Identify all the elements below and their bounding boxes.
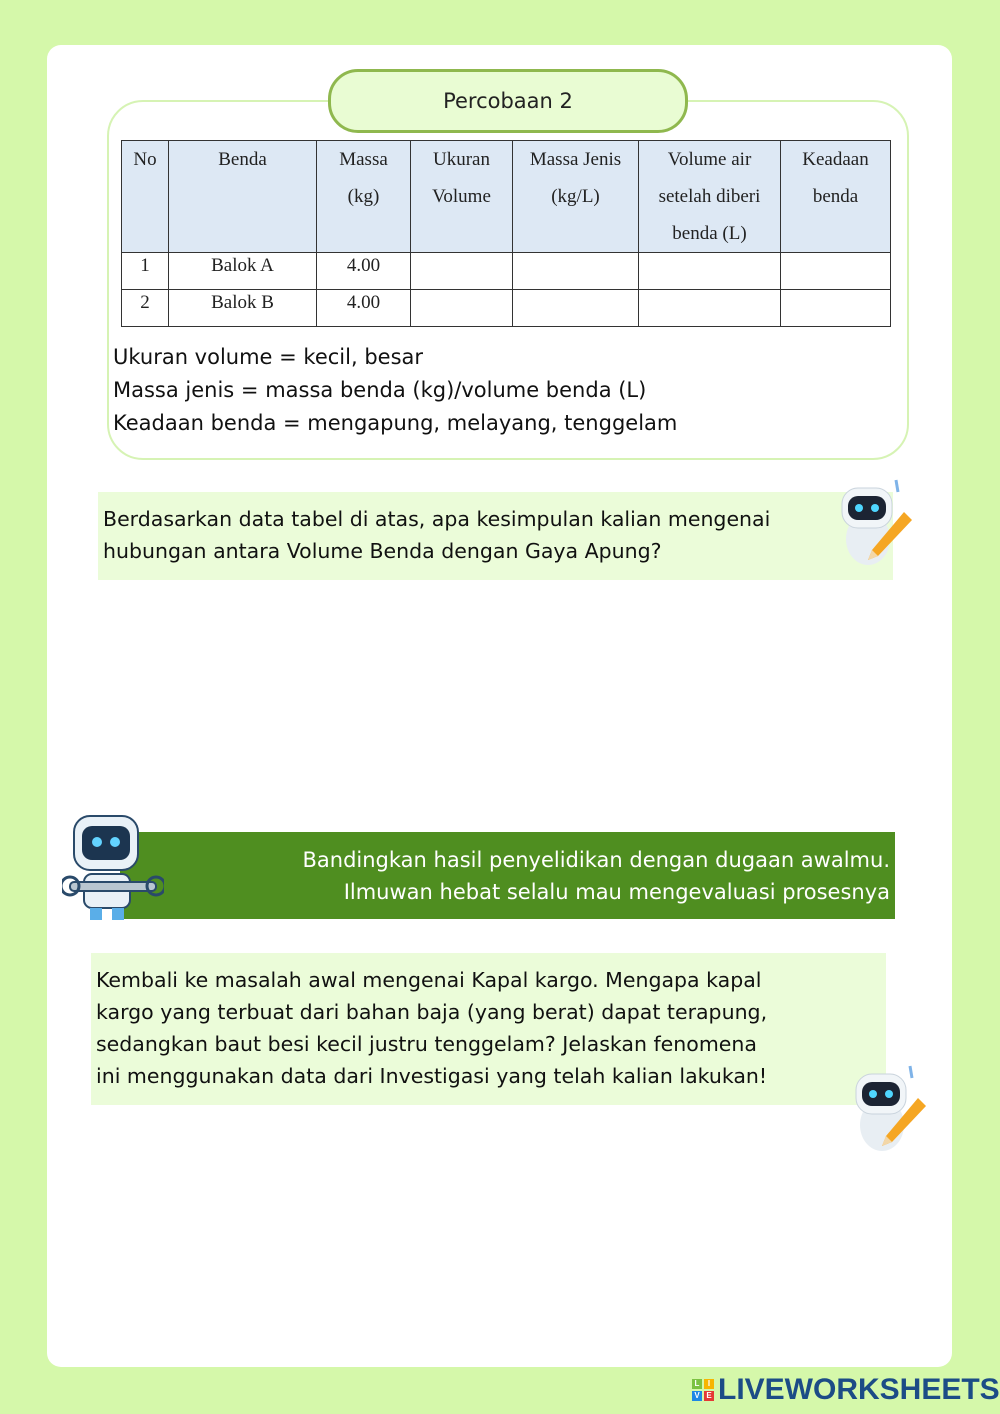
header-volume-air: Volume air setelah diberi benda (L) — [638, 140, 781, 253]
data-table: No Benda Massa (kg) Ukuran Volume Massa Je… — [121, 140, 891, 327]
cell: 4.00 — [316, 289, 411, 327]
cell-input[interactable] — [638, 289, 781, 327]
evaluation-banner: Bandingkan hasil penyelidikan dengan dug… — [138, 832, 895, 919]
cell: Balok B — [168, 289, 317, 327]
table-row: 2 Balok B 4.00 — [121, 289, 891, 327]
cell: 2 — [121, 289, 169, 327]
header-massa: Massa (kg) — [316, 140, 411, 253]
cell-input[interactable] — [512, 252, 639, 290]
cell-input[interactable] — [410, 289, 513, 327]
question-2: Kembali ke masalah awal mengenai Kapal k… — [91, 953, 886, 1105]
header-no: No — [121, 140, 169, 253]
cell: 1 — [121, 252, 169, 290]
header-ukuran: Ukuran Volume — [410, 140, 513, 253]
robot-pencil-icon — [855, 1065, 926, 1151]
cell: 4.00 — [316, 252, 411, 290]
question-1: Berdasarkan data tabel di atas, apa kesi… — [98, 492, 893, 580]
robot-pencil-icon — [841, 479, 912, 565]
header-benda: Benda — [168, 140, 317, 253]
cell-input[interactable] — [638, 252, 781, 290]
cell-input[interactable] — [780, 252, 891, 290]
cell-input[interactable] — [780, 289, 891, 327]
robot-wrench-icon — [62, 815, 164, 920]
table-header-row: No Benda Massa (kg) Ukuran Volume Massa Je… — [121, 140, 891, 253]
cell-input[interactable] — [410, 252, 513, 290]
table-row: 1 Balok A 4.00 — [121, 252, 891, 290]
header-massa-jenis: Massa Jenis (kg/L) — [512, 140, 639, 253]
cell-input[interactable] — [512, 289, 639, 327]
header-keadaan: Keadaan benda — [780, 140, 891, 253]
cell: Balok A — [168, 252, 317, 290]
notes: Ukuran volume = kecil, besar Massa jenis… — [113, 345, 678, 435]
section-title: Percobaan 2 — [328, 69, 688, 133]
